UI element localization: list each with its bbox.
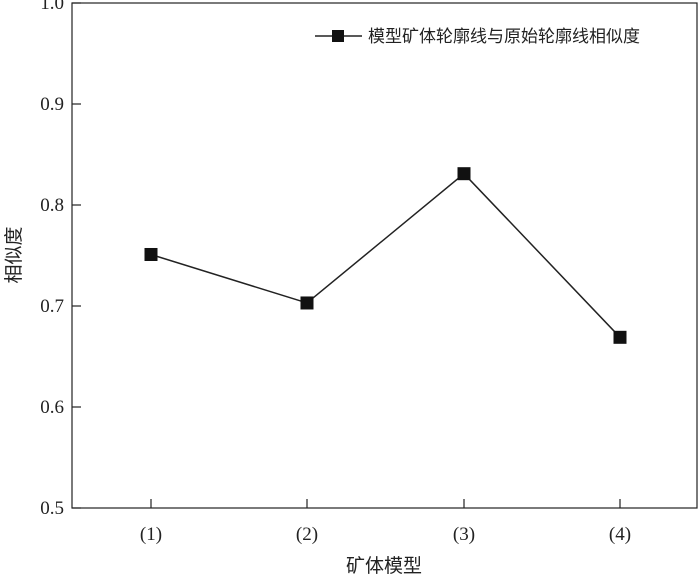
y-tick-label: 0.6 (40, 397, 64, 418)
y-axis-title: 相似度 (3, 226, 25, 283)
y-tick-label: 0.9 (40, 94, 64, 115)
legend-label: 模型矿体轮廓线与原始轮廓线相似度 (368, 27, 640, 47)
data-point (144, 247, 158, 261)
data-point (300, 296, 314, 310)
series-line (150, 172, 621, 338)
data-point (613, 330, 627, 344)
y-tick-label: 0.5 (40, 498, 64, 519)
x-tick-label: (2) (296, 524, 318, 545)
y-tick-label: 0.8 (40, 195, 64, 216)
series-layer (144, 167, 627, 344)
data-point (457, 167, 471, 181)
x-tick-label: (3) (453, 524, 475, 545)
x-tick-label: (1) (140, 524, 162, 545)
y-tick-label: 1.0 (40, 0, 64, 14)
legend: 模型矿体轮廓线与原始轮廓线相似度 (315, 27, 640, 47)
x-axis-title: 矿体模型 (346, 555, 422, 577)
ticks-layer: 0.5 0.6 0.7 0.8 0.9 1.0 (1) (2) (3) (4) (40, 0, 631, 545)
y-tick-label: 0.7 (40, 296, 64, 317)
plot-frame (71, 2, 698, 509)
legend-marker (332, 30, 344, 42)
x-tick-label: (4) (609, 524, 631, 545)
